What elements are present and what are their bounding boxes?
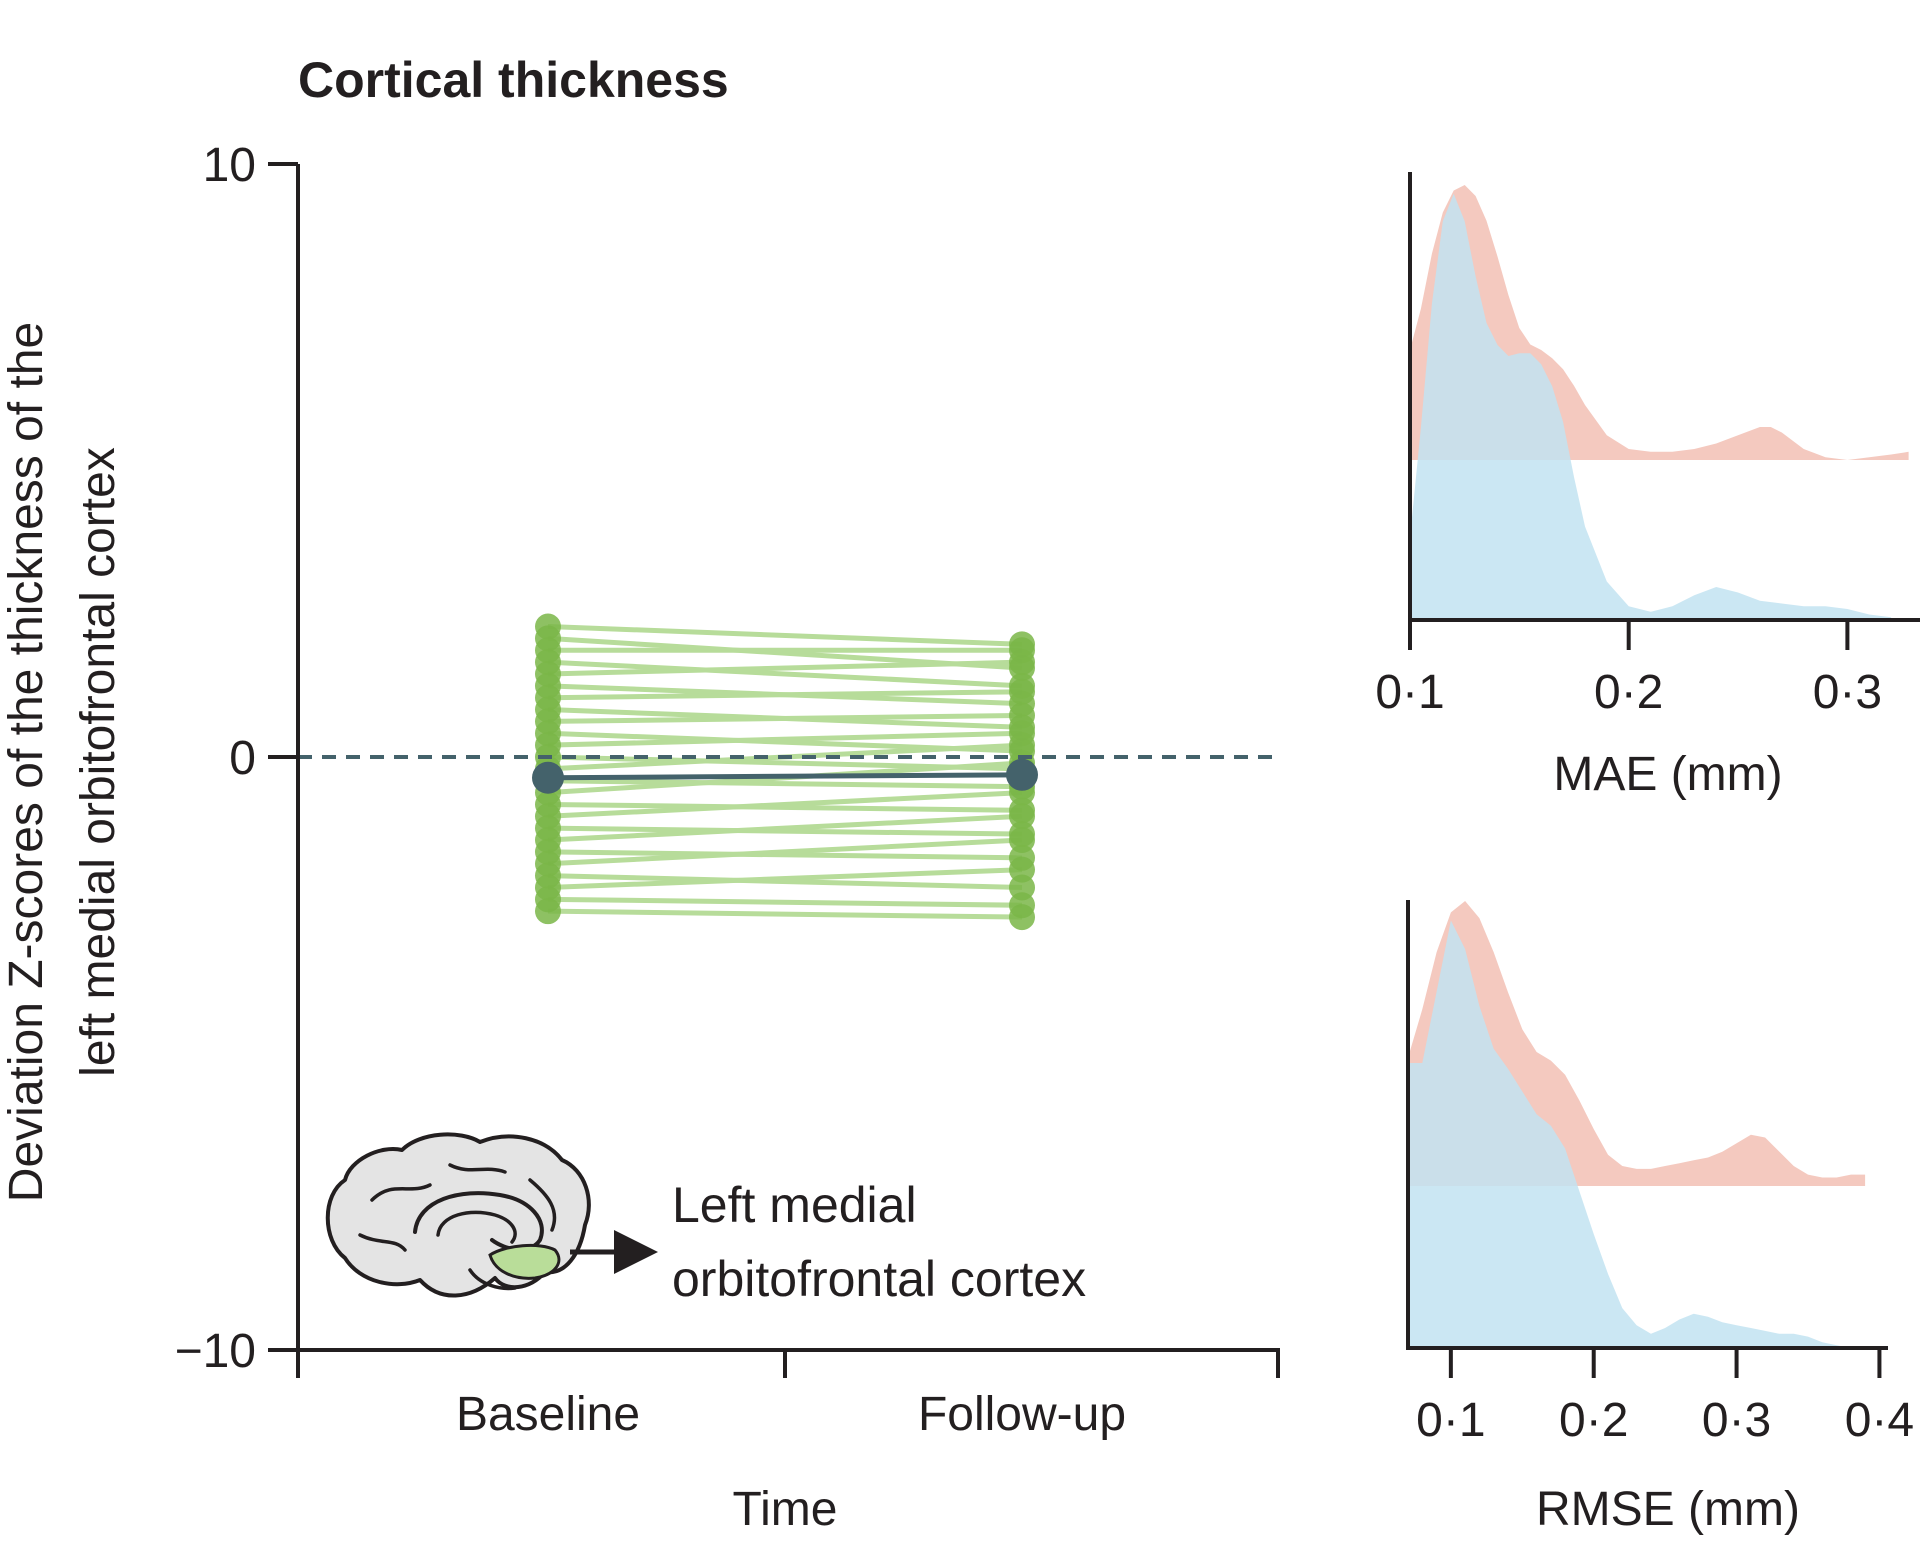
subject-line <box>547 825 1023 837</box>
subject-line <box>547 712 1023 724</box>
subject-point-followup <box>1009 649 1035 676</box>
mae-density-chart: 0·1 0·2 0·3 MAE (mm) <box>1375 172 1920 801</box>
subject-line <box>547 689 1023 701</box>
x-tick-label: 0·3 <box>1813 666 1882 719</box>
subject-point-followup <box>1009 678 1035 705</box>
annotation-line-2: orbitofrontal cortex <box>672 1251 1086 1307</box>
x-axis-label: Time <box>733 1483 838 1536</box>
density-area <box>1408 920 1866 1348</box>
y-tick-label: 0 <box>229 732 256 785</box>
rmse-density-areas <box>1408 901 1866 1348</box>
mean-series <box>532 758 1038 794</box>
subject-line <box>547 837 1023 867</box>
brain-icon <box>325 1132 591 1298</box>
mae-density-areas <box>1410 185 1909 621</box>
x-tick-label: 0·1 <box>1416 1394 1485 1447</box>
subject-line <box>547 778 1023 790</box>
subject-lines <box>547 624 1023 920</box>
rmse-density-chart: 0·1 0·2 0·3 0·4 RMSE (mm) <box>1406 900 1914 1536</box>
subject-point-baseline <box>535 898 561 925</box>
chart-title: Cortical thickness <box>298 52 729 108</box>
rmse-x-ticks: 0·1 0·2 0·3 0·4 <box>1416 1348 1914 1447</box>
subject-point-followup <box>1009 904 1035 931</box>
x-tick-label: 0·1 <box>1375 666 1444 719</box>
mean-point <box>532 761 564 794</box>
annotation-line-1: Left medial <box>672 1177 917 1233</box>
density-area <box>1410 193 1892 621</box>
x-tick-label: Baseline <box>456 1388 640 1441</box>
subject-line <box>547 624 1023 647</box>
x-tick-label: 0·4 <box>1845 1394 1914 1447</box>
x-tick-label: Follow-up <box>918 1388 1126 1441</box>
subject-line <box>547 873 1023 890</box>
subject-line <box>547 790 1023 819</box>
subject-line <box>547 908 1023 920</box>
mae-x-ticks: 0·1 0·2 0·3 <box>1375 620 1882 719</box>
subject-line <box>547 659 1023 677</box>
subject-line <box>547 801 1023 813</box>
subject-point-followup <box>1009 732 1035 759</box>
subject-line <box>547 849 1023 861</box>
mean-point <box>1006 758 1038 791</box>
subject-point-followup <box>1009 702 1035 729</box>
x-tick-label: 0·2 <box>1559 1394 1628 1447</box>
rmse-x-axis-label: RMSE (mm) <box>1536 1483 1800 1536</box>
y-axis-label-line-1: Deviation Z-scores of the thickness of t… <box>0 322 53 1202</box>
subject-point-followup <box>1009 803 1035 830</box>
subject-point-followup <box>1009 827 1035 854</box>
y-axis-label-line-2: left medial orbitofrontal cortex <box>72 447 125 1077</box>
subject-line <box>547 730 1023 748</box>
y-tick-label: 10 <box>203 139 256 192</box>
subject-point-followup <box>1009 856 1035 883</box>
subject-line <box>547 896 1023 908</box>
y-ticks: 10 0 −10 <box>175 139 298 1378</box>
y-axis-label: Deviation Z-scores of the thickness of t… <box>0 322 125 1202</box>
subject-point-followup <box>1009 874 1035 901</box>
y-tick-label: −10 <box>175 1325 256 1378</box>
x-ticks: Baseline Follow-up <box>296 1350 1280 1441</box>
main-chart: 10 0 −10 Baseline Follow-up Time Deviation … <box>0 139 1280 1536</box>
subject-line <box>547 867 1023 890</box>
x-tick-label: 0·3 <box>1702 1394 1771 1447</box>
arrow-icon <box>570 1230 658 1274</box>
mean-line <box>547 772 1023 781</box>
mae-x-axis-label: MAE (mm) <box>1553 748 1782 801</box>
subject-line <box>547 813 1023 843</box>
x-tick-label: 0·2 <box>1594 666 1663 719</box>
subject-line <box>547 659 1023 689</box>
